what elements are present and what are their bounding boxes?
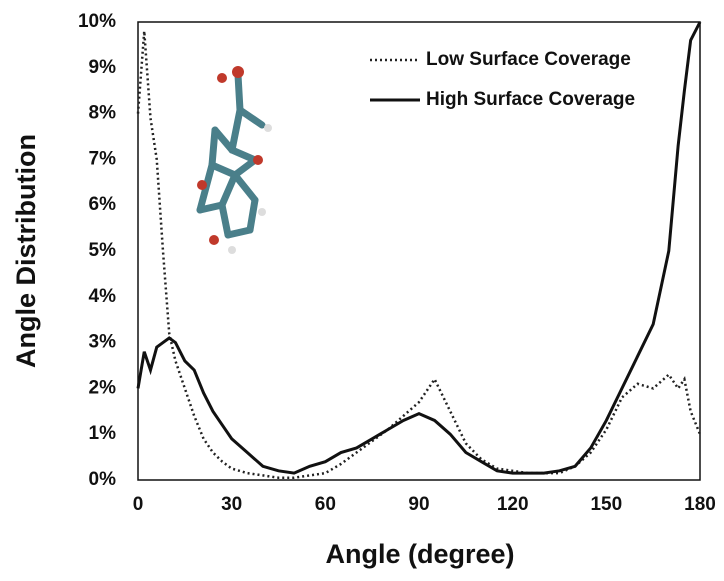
x-axis-title: Angle (degree) (325, 539, 514, 569)
chart: Angle (degree) Angle Distribution 0% 1% 2%… (0, 0, 724, 581)
y-tick-label: 9% (89, 57, 117, 78)
x-tick-label: 90 (408, 494, 429, 515)
x-tick-label: 0 (133, 494, 144, 515)
y-tick-label: 1% (89, 423, 117, 444)
x-tick-label: 120 (497, 494, 529, 515)
x-tick-label: 30 (221, 494, 242, 515)
x-tick-label: 60 (315, 494, 336, 515)
y-axis-title: Angle Distribution (11, 134, 41, 368)
legend-label: High Surface Coverage (426, 89, 635, 110)
y-tick-label: 7% (89, 148, 117, 169)
x-tick-label: 180 (684, 494, 716, 515)
y-tick-label: 4% (89, 286, 117, 307)
y-tick-label: 6% (89, 194, 117, 215)
page: Angle (degree) Angle Distribution 0% 1% 2%… (0, 0, 724, 581)
legend-label: Low Surface Coverage (426, 49, 631, 70)
y-tick-label: 2% (89, 377, 117, 398)
y-tick-label: 10% (78, 11, 116, 32)
y-tick-label: 0% (89, 469, 117, 490)
molecule-inset (197, 66, 272, 254)
y-tick-label: 8% (89, 103, 117, 124)
y-tick-label: 5% (89, 240, 117, 261)
x-tick-label: 150 (590, 494, 622, 515)
y-tick-label: 3% (89, 332, 117, 353)
